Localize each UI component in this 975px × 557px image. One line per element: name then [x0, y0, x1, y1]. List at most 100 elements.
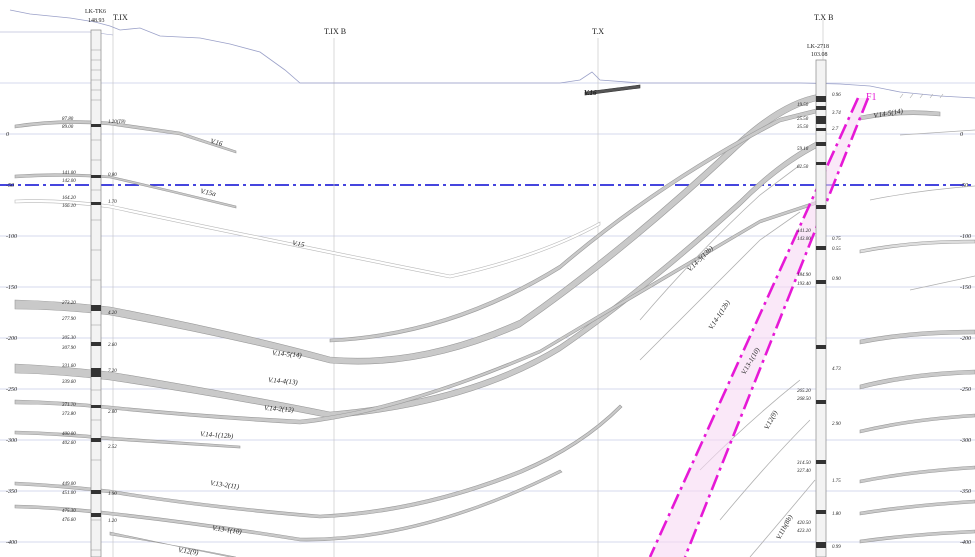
elevation-label: -50: [6, 183, 14, 189]
depth-label: 164.20: [62, 196, 76, 201]
elevation-label: 0: [6, 132, 9, 138]
borehole-depths: 87.80 89.00 141.00 142.00 164.20 166.10 …: [62, 117, 76, 523]
elevation-label: -350: [6, 489, 17, 495]
seam-thickness-note: 2.90: [832, 422, 841, 427]
depth-label: 449.00: [62, 482, 76, 487]
seam-label: V.14-1(12b): [200, 430, 234, 440]
seam-label: V.14-2(12): [264, 404, 295, 414]
fault-zone: [650, 98, 868, 557]
seam-thickness-note: 1.75: [832, 479, 841, 484]
topography-line: [10, 10, 975, 98]
depth-label: 327.40: [797, 469, 811, 474]
seam-thickness-note: 0.75: [832, 237, 841, 242]
elevation-label: -150: [6, 285, 17, 291]
seam-v-13-2: [15, 405, 622, 518]
elevation-label: -400: [6, 539, 17, 546]
seam-v-16-left: [15, 121, 236, 153]
seam-thickness-note: 0.90: [832, 277, 841, 282]
seam-thickness-note: 2.52: [108, 445, 117, 450]
seam-right-g: [860, 530, 975, 543]
elevation-label: -250: [960, 387, 971, 393]
seam-right-b: [860, 330, 975, 344]
elevation-label: -400: [960, 539, 971, 546]
borehole-name: LK-2718: [807, 44, 829, 50]
borehole-column: [91, 30, 101, 557]
elevation-label: -350: [960, 489, 971, 495]
seam-thickness-note: 1.80: [832, 512, 841, 517]
exploration-line-label: T.X: [592, 27, 604, 36]
depth-label: 273.20: [62, 301, 76, 306]
exploration-line-label: T.X B: [814, 13, 833, 22]
depth-label: 19.50: [797, 103, 809, 108]
seam-thickness-note: 0.55: [832, 247, 841, 252]
seam-thickness-note: 0.80: [108, 173, 117, 178]
seam-label: V.14-4(13): [268, 376, 299, 387]
seam-label: V.14-1(12b): [707, 298, 732, 331]
depth-label: 420.50: [797, 521, 811, 526]
elevation-label: -100: [960, 234, 971, 240]
seam-thickness-note: 7.20: [108, 369, 117, 374]
elevation-label: -300: [6, 438, 17, 444]
elevation-label: -250: [6, 387, 17, 393]
borehole-column: [816, 60, 826, 557]
elevation-grid: [0, 83, 975, 542]
seam-thickness-note: 2.00: [108, 410, 117, 415]
depth-label: 62.50: [797, 165, 809, 170]
depth-label: 87.80: [62, 117, 74, 122]
elevation-label: -100: [6, 234, 17, 240]
seam-right-f: [860, 500, 975, 515]
seam-label: V.12(9): [763, 409, 780, 431]
depth-label: 141.20: [797, 229, 811, 234]
elevation-label: -150: [960, 285, 971, 291]
depth-label: 89.00: [62, 125, 74, 130]
depth-label: 402.60: [62, 441, 76, 446]
depth-label: 184.90: [797, 273, 811, 278]
depth-label: 141.00: [62, 171, 76, 176]
exploration-line-label: T.IX: [113, 13, 128, 22]
borehole-collar: 148.93: [88, 18, 105, 24]
borehole-name: LK-TK6: [85, 9, 106, 15]
seam-thickness-note: 2.7: [832, 127, 839, 132]
depth-label: 400.00: [62, 432, 76, 437]
fault-label: F1: [866, 92, 877, 103]
elevation-labels-right: 0 -50 -100 -150 -200 -250 -300 -350 -400: [960, 132, 971, 546]
seam-thickness-note: 1.70: [108, 200, 117, 205]
depth-label: 25.50: [797, 117, 809, 122]
elevation-label: -200: [6, 336, 17, 342]
depth-label: 339.60: [62, 380, 76, 385]
elevation-label: -50: [960, 183, 968, 189]
exploration-lines: T.IX T.IX B T.X T.X B: [113, 13, 833, 557]
seam-v-14-5: [15, 94, 820, 364]
seam-thickness-note: 1.90: [108, 492, 117, 497]
depth-label: 451.00: [62, 491, 76, 496]
depth-label: 268.50: [797, 397, 811, 402]
exploration-line-label: T.IX B: [324, 27, 346, 36]
depth-label: 371.70: [62, 403, 76, 408]
depth-label: 35.50: [797, 125, 809, 130]
seam-label: V.13-2(11): [210, 479, 241, 491]
fault-f1: F1: [650, 92, 877, 557]
depth-label: 476.60: [62, 518, 76, 523]
seam-thickness-note: 1.20(T8): [108, 120, 126, 125]
seam-label: V.16: [210, 137, 224, 148]
seam-right-e: [860, 466, 975, 483]
seam-label: V.11b(8b): [775, 513, 795, 541]
depth-label: 307.90: [62, 346, 76, 351]
depth-label: 373.80: [62, 412, 76, 417]
seam-v-12: [110, 532, 236, 557]
borehole-lk-tk6: LK-TK6 148.93 87.80 89.00 141.00 142.00 …: [62, 9, 126, 557]
seam-label: V.16: [584, 89, 597, 97]
elevation-label: -200: [960, 336, 971, 342]
depth-label: 277.90: [62, 317, 76, 322]
depth-label: 193.40: [797, 282, 811, 287]
seam-label: V.15a: [200, 187, 217, 198]
depth-label: 59.10: [797, 147, 809, 152]
seam-right-a: [860, 240, 975, 253]
borehole-lk-2718: LK-2718 103.08 19.50 25.50 35.50 59.10 6…: [797, 44, 841, 557]
borehole-collar: 103.08: [811, 52, 828, 58]
seam-thickness-note: 0.96: [832, 93, 841, 98]
seam-thickness-note: 1.20: [108, 519, 117, 524]
depth-label: 331.60: [62, 364, 76, 369]
seam-thickness-note: 0.99: [832, 545, 841, 550]
